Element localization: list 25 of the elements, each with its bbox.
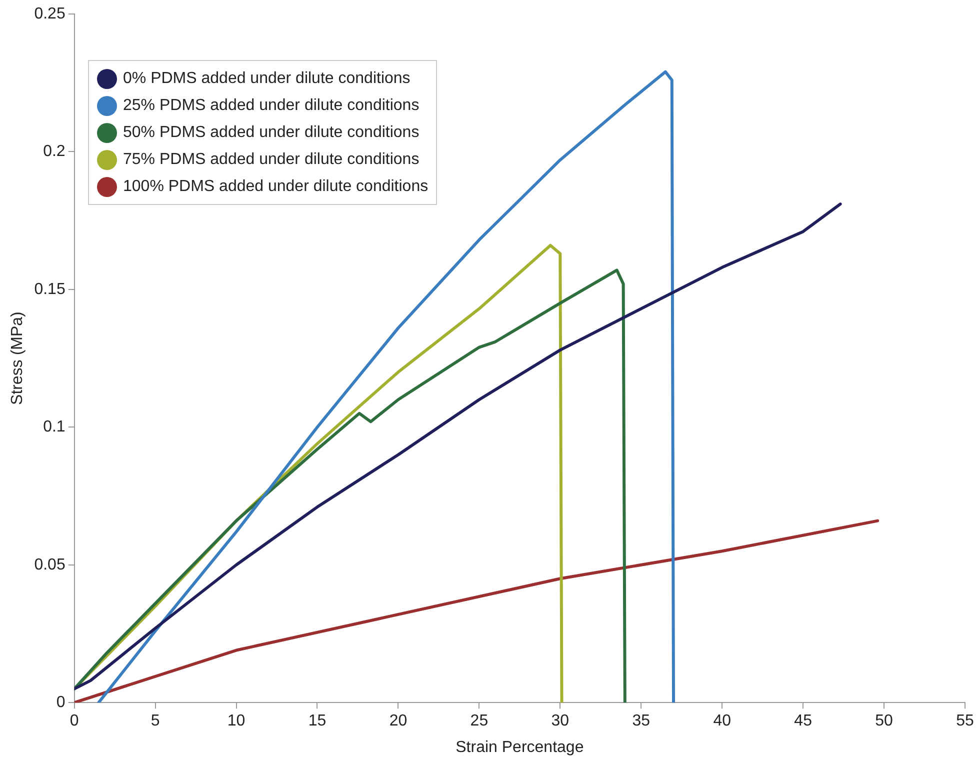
x-tick-label: 50 — [875, 712, 894, 730]
x-axis-title: Strain Percentage — [456, 738, 584, 756]
legend-label: 25% PDMS added under dilute conditions — [123, 96, 420, 114]
y-tick-label: 0.15 — [34, 280, 66, 298]
y-tick-label: 0.2 — [43, 143, 66, 160]
y-tick-label: 0.05 — [34, 556, 66, 574]
legend-label: 100% PDMS added under dilute conditions — [123, 178, 428, 196]
x-tick-label: 5 — [150, 712, 160, 730]
x-tick-label: 35 — [632, 712, 650, 730]
legend-label: 50% PDMS added under dilute conditions — [123, 124, 420, 142]
x-tick-label: 10 — [227, 712, 246, 730]
legend-label: 0% PDMS added under dilute conditions — [123, 70, 410, 88]
y-tick-label: 0.1 — [43, 418, 66, 436]
x-tick-label: 25 — [470, 712, 488, 730]
x-tick-label: 45 — [794, 712, 812, 730]
x-tick-label: 30 — [551, 712, 570, 730]
x-tick-label: 55 — [956, 712, 974, 730]
y-tick-label: 0 — [56, 694, 66, 712]
x-tick-label: 40 — [713, 712, 732, 730]
x-tick-label: 0 — [70, 712, 79, 730]
y-tick-label: 0.25 — [34, 5, 66, 22]
y-axis-title: Stress (MPa) — [9, 312, 26, 405]
legend-label: 75% PDMS added under dilute conditions — [123, 150, 420, 168]
x-tick-label: 20 — [389, 712, 408, 730]
x-tick-label: 15 — [308, 712, 326, 730]
